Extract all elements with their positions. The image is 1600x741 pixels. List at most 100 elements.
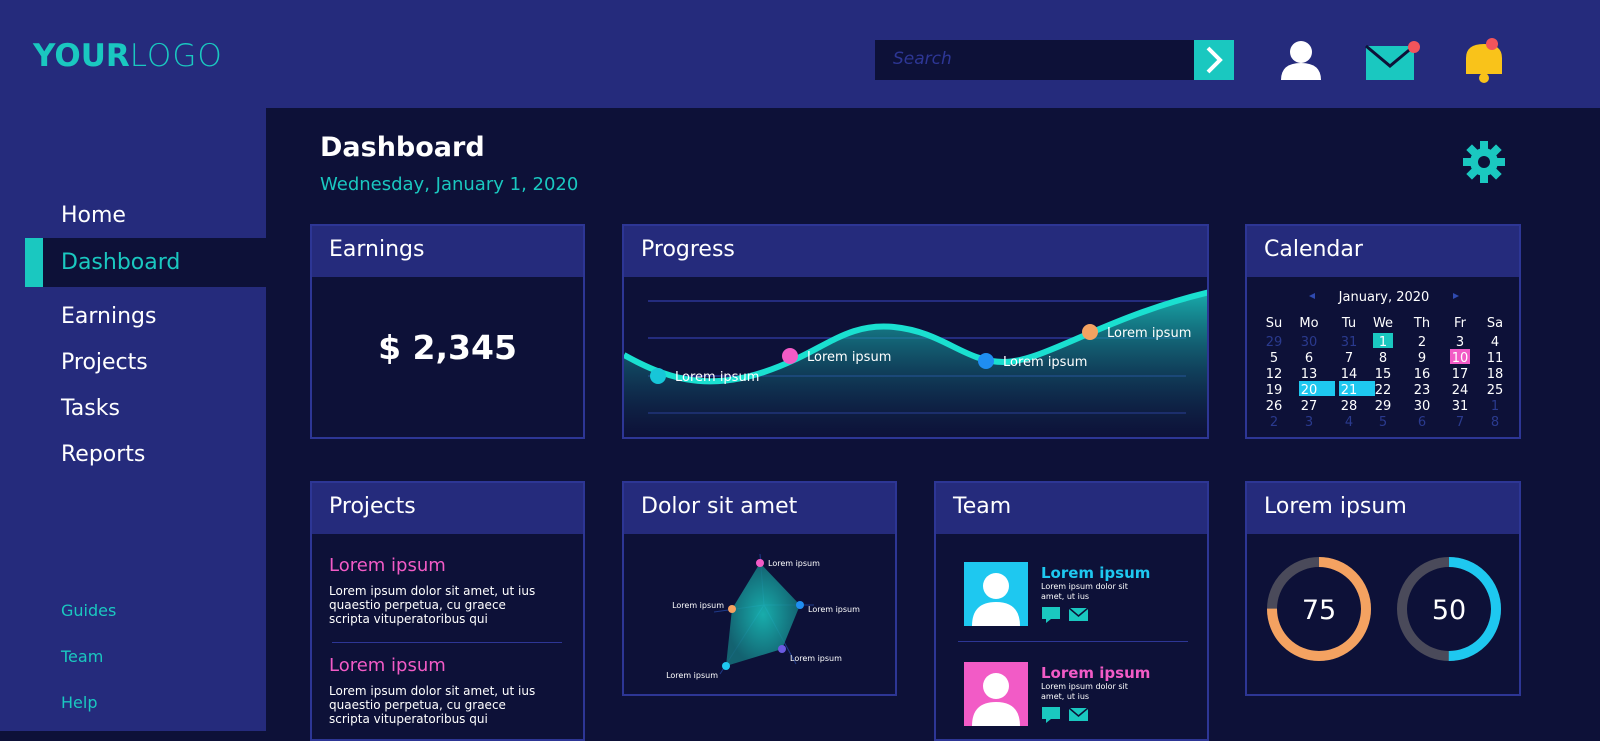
area bbox=[624, 292, 1207, 437]
day: 5 bbox=[1379, 415, 1387, 430]
day: 27 bbox=[1301, 399, 1318, 414]
card-head: Lorem ipsum bbox=[1247, 483, 1519, 534]
nav-item[interactable]: Home bbox=[61, 203, 126, 228]
mail-icon[interactable] bbox=[1364, 38, 1424, 82]
gauge-arc bbox=[1397, 557, 1501, 661]
radar-label: Lorem ipsum bbox=[666, 671, 718, 680]
radar-point bbox=[796, 601, 804, 609]
day: 2 bbox=[1270, 415, 1278, 430]
day: 15 bbox=[1375, 367, 1392, 382]
gauge-value: 75 bbox=[1302, 595, 1336, 626]
day: 19 bbox=[1266, 383, 1283, 398]
weekday: Th bbox=[1413, 316, 1430, 331]
progress-chart: Lorem ipsum Lorem ipsum Lorem ipsum Lorem i… bbox=[624, 289, 1207, 437]
weekday: Tu bbox=[1341, 316, 1356, 331]
card-title: Calendar bbox=[1264, 237, 1363, 262]
day: 30 bbox=[1301, 335, 1318, 350]
project-heading: Lorem ipsum bbox=[329, 555, 446, 576]
nav-active-bar bbox=[25, 238, 43, 287]
weekday: We bbox=[1373, 316, 1393, 331]
day: 29 bbox=[1375, 399, 1392, 414]
prev-month[interactable] bbox=[1309, 293, 1315, 299]
card-title: Projects bbox=[329, 494, 416, 519]
footer-link[interactable]: Team bbox=[61, 647, 104, 666]
next-month[interactable] bbox=[1453, 293, 1459, 299]
day: 1 bbox=[1491, 399, 1499, 414]
card-head: Earnings bbox=[312, 226, 583, 277]
day: 23 bbox=[1414, 383, 1431, 398]
team-card: Team Lorem ipsum Lorem ipsum dolor sit am… bbox=[934, 481, 1209, 741]
action-icons[interactable] bbox=[1042, 606, 1102, 624]
radar-card: Dolor sit amet Lorem ipsum Lorem ipsum Lor… bbox=[622, 481, 897, 696]
radar-shape bbox=[726, 563, 800, 666]
footer-link[interactable]: Guides bbox=[61, 601, 117, 620]
point bbox=[650, 368, 666, 384]
footer-link[interactable]: Help bbox=[61, 693, 98, 712]
radar-point bbox=[756, 559, 764, 567]
search-placeholder[interactable]: Search bbox=[893, 49, 952, 69]
nav-item[interactable]: Projects bbox=[61, 350, 148, 375]
day: 20 bbox=[1301, 383, 1318, 398]
search-button[interactable] bbox=[1194, 40, 1234, 80]
day: 21 bbox=[1341, 383, 1358, 398]
day: 4 bbox=[1491, 335, 1499, 350]
weekday: Sa bbox=[1487, 316, 1503, 331]
day: 12 bbox=[1266, 367, 1283, 382]
day: 8 bbox=[1491, 415, 1499, 430]
bell-icon[interactable] bbox=[1460, 36, 1510, 84]
avatar bbox=[964, 562, 1028, 626]
action-icons[interactable] bbox=[1042, 706, 1102, 724]
member-actions bbox=[1042, 606, 1102, 628]
gauge-arc bbox=[1267, 557, 1371, 661]
divider bbox=[958, 641, 1188, 642]
radar-point bbox=[778, 645, 786, 653]
avatar-icon bbox=[972, 573, 1020, 626]
avatar-icon bbox=[972, 673, 1020, 726]
nav-item[interactable]: Earnings bbox=[61, 304, 157, 329]
card-head: Progress bbox=[624, 226, 1207, 277]
nav-item[interactable]: Tasks bbox=[61, 396, 120, 421]
member-text: Lorem ipsum dolor sit amet, ut ius bbox=[1041, 682, 1128, 701]
point bbox=[978, 353, 994, 369]
day: 14 bbox=[1341, 367, 1358, 382]
day-highlight bbox=[1339, 381, 1375, 396]
day: 10 bbox=[1452, 351, 1469, 366]
radar-label: Lorem ipsum bbox=[790, 654, 842, 663]
logo-bold[interactable]: YOUR bbox=[33, 38, 130, 74]
progress-card: Progress Lorem ipsum Lorem ipsum Lorem ips… bbox=[622, 224, 1209, 439]
search-box[interactable]: Search bbox=[875, 40, 1194, 80]
card-head: Projects bbox=[312, 483, 583, 534]
day: 11 bbox=[1487, 351, 1504, 366]
day: 9 bbox=[1418, 351, 1426, 366]
day: 6 bbox=[1305, 351, 1313, 366]
day: 30 bbox=[1414, 399, 1431, 414]
project-heading: Lorem ipsum bbox=[329, 655, 446, 676]
point-label: Lorem ipsum bbox=[807, 350, 891, 365]
project-text: Lorem ipsum dolor sit amet, ut ius quaes… bbox=[329, 684, 536, 726]
card-head: Team bbox=[936, 483, 1207, 534]
point-label: Lorem ipsum bbox=[1107, 326, 1191, 341]
nav-item[interactable]: Dashboard bbox=[61, 250, 181, 275]
nav-item[interactable]: Reports bbox=[61, 442, 146, 467]
divider bbox=[332, 642, 562, 643]
settings-icon[interactable] bbox=[1462, 140, 1506, 184]
day: 17 bbox=[1452, 367, 1469, 382]
day: 22 bbox=[1375, 383, 1392, 398]
day: 18 bbox=[1487, 367, 1504, 382]
weekday: Mo bbox=[1299, 316, 1318, 331]
logo[interactable]: YOURLOGO bbox=[33, 38, 223, 74]
gauges-card: Lorem ipsum 75 50 bbox=[1245, 481, 1521, 696]
header bbox=[0, 0, 1600, 108]
member-name: Lorem ipsum bbox=[1041, 564, 1151, 582]
user-icon[interactable] bbox=[1278, 38, 1324, 82]
card-title: Progress bbox=[641, 237, 735, 262]
day: 13 bbox=[1301, 367, 1318, 382]
radar-chart: Lorem ipsum Lorem ipsum Lorem ipsum Lorem i… bbox=[666, 553, 860, 680]
day-highlight bbox=[1373, 333, 1393, 348]
nav-active-bg bbox=[25, 238, 266, 287]
member-name: Lorem ipsum bbox=[1041, 664, 1151, 682]
logo-light[interactable]: LOGO bbox=[129, 38, 223, 74]
radar-label: Lorem ipsum bbox=[672, 601, 724, 610]
avatar bbox=[964, 662, 1028, 726]
